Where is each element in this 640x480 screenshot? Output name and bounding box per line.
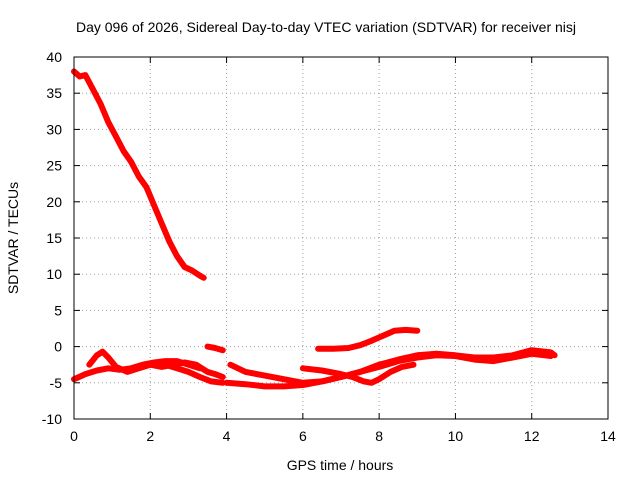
x-tick-label: 8 [375, 428, 383, 444]
data-series [71, 68, 558, 390]
y-tick-label: 10 [46, 266, 62, 282]
y-tick-label: -5 [50, 375, 63, 391]
y-tick-label: 35 [46, 85, 62, 101]
y-tick-label: 5 [54, 302, 62, 318]
x-tick-label: 0 [70, 428, 78, 444]
x-tick-label: 12 [524, 428, 540, 444]
y-tick-label: 20 [46, 194, 62, 210]
y-tick-label: 25 [46, 158, 62, 174]
series-arc-6 [227, 347, 558, 386]
series-arc-5 [204, 343, 226, 354]
series-arc-9 [315, 326, 421, 352]
grid [74, 57, 608, 419]
series-arc-3 [86, 348, 226, 380]
x-tick-label: 10 [448, 428, 464, 444]
series-arc-7 [223, 350, 554, 390]
x-tick-label: 2 [146, 428, 154, 444]
x-axis-label: GPS time / hours [287, 457, 394, 473]
chart-title: Day 096 of 2026, Sidereal Day-to-day VTE… [76, 19, 576, 35]
y-axis-label: SDTVAR / TECUs [5, 182, 21, 294]
y-tick-label: -10 [42, 411, 62, 427]
y-tick-label: 30 [46, 121, 62, 137]
y-tick-label: 0 [54, 339, 62, 355]
series-arc-4 [162, 361, 226, 386]
y-tick-label: 40 [46, 49, 62, 65]
series-arc-8 [299, 361, 417, 386]
x-tick-label: 4 [223, 428, 231, 444]
axis-ticks [73, 56, 609, 420]
x-tick-label: 14 [600, 428, 616, 444]
y-tick-labels: -10 -5 0 5 10 15 20 25 30 35 40 [42, 49, 62, 427]
x-tick-labels: 0 2 4 6 8 10 12 14 [70, 428, 616, 444]
y-tick-label: 15 [46, 230, 62, 246]
x-tick-label: 6 [299, 428, 307, 444]
series-arc-1 [71, 68, 207, 281]
